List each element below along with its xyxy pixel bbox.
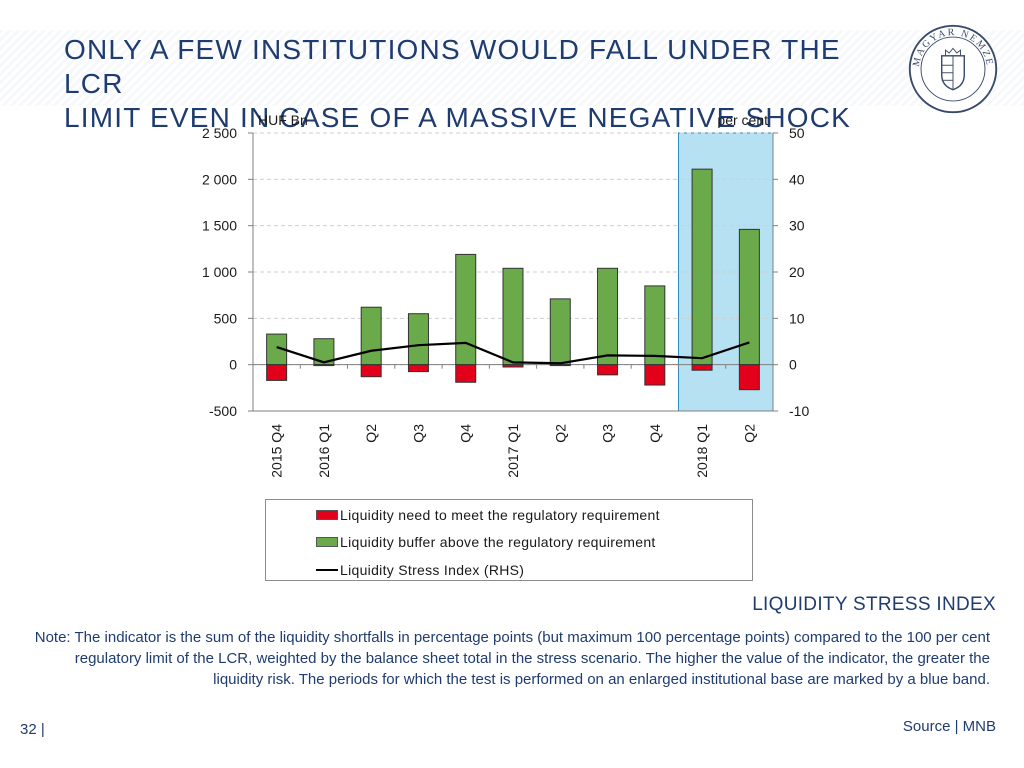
legend-label-need: Liquidity need to meet the regulatory re… <box>340 507 660 523</box>
bar-buffer <box>691 168 713 366</box>
left-tick-label: 2 000 <box>202 171 237 187</box>
right-tick-label: 40 <box>789 171 805 187</box>
category-label: 2015 Q4 <box>269 424 285 478</box>
left-axis-unit: HUF Bn <box>258 112 308 128</box>
category-label: Q4 <box>647 424 663 443</box>
right-tick-label: 20 <box>789 264 805 280</box>
bar-buffer <box>360 306 382 366</box>
right-tick-label: -10 <box>789 403 809 419</box>
header-band <box>0 30 1024 106</box>
bar-need <box>455 364 477 383</box>
category-label: Q2 <box>363 424 379 443</box>
left-tick-label: 500 <box>214 310 238 326</box>
bar-need <box>644 364 666 386</box>
left-tick-label: 0 <box>229 357 237 373</box>
bar-need <box>313 364 335 367</box>
slide-title-line-2: LIMIT EVEN IN CASE OF A MASSIVE NEGATIVE… <box>64 102 852 133</box>
bar-need <box>738 364 760 391</box>
bar-need <box>691 364 713 371</box>
chart: -500 0 500 1 000 1 500 2 000 2 500 -10 0 10 20 30 40… <box>202 112 809 478</box>
bar-buffer <box>644 285 666 366</box>
category-label: 2016 Q1 <box>316 424 332 478</box>
right-tick-label: 50 <box>789 125 805 141</box>
bar-buffer <box>597 267 619 366</box>
left-tick-label: 2 500 <box>202 125 237 141</box>
page-number: 32 | <box>20 721 45 738</box>
bar-need <box>266 364 288 381</box>
bar-buffer <box>407 313 429 366</box>
chart-note: Note: The indicator is the sum of the li… <box>34 629 990 688</box>
left-tick-label: 1 000 <box>202 264 237 280</box>
right-tick-label: 0 <box>789 357 797 373</box>
left-tick-label: 1 500 <box>202 218 237 234</box>
category-label: Q3 <box>410 424 426 443</box>
bar-need <box>502 364 524 368</box>
category-label: Q2 <box>741 424 757 443</box>
mnb-logo: MAGYAR NEMZETI BANK <box>906 22 998 114</box>
slide-title-line-1: ONLY A FEW INSTITUTIONS WOULD FALL UNDER… <box>64 34 841 99</box>
legend: Liquidity need to meet the regulatory re… <box>265 499 753 581</box>
bar-buffer <box>549 298 571 366</box>
legend-swatch-index <box>316 569 338 571</box>
right-tick-label: 10 <box>789 310 805 326</box>
right-tick-label: 30 <box>789 218 805 234</box>
category-label: 2017 Q1 <box>505 424 521 478</box>
right-axis-unit: per cent <box>717 112 768 128</box>
left-tick-label: -500 <box>209 403 237 419</box>
legend-swatch-need <box>316 510 338 520</box>
bar-buffer <box>502 267 524 366</box>
category-label: Q3 <box>600 424 616 443</box>
legend-swatch-buffer <box>316 537 338 547</box>
category-label: Q4 <box>458 424 474 443</box>
bar-need <box>360 364 382 378</box>
source-label: Source | MNB <box>902 718 996 735</box>
slide-title: ONLY A FEW INSTITUTIONS WOULD FALL UNDER… <box>64 33 904 135</box>
category-label: Q2 <box>552 424 568 443</box>
legend-label-index: Liquidity Stress Index (RHS) <box>340 562 525 578</box>
bar-buffer <box>455 253 477 366</box>
section-label: LIQUIDITY STRESS INDEX <box>752 594 996 615</box>
bar-need <box>407 364 429 373</box>
legend-label-buffer: Liquidity buffer above the regulatory re… <box>340 534 656 550</box>
category-label: 2018 Q1 <box>694 424 710 478</box>
bar-need <box>549 364 571 367</box>
bar-need <box>597 364 619 376</box>
